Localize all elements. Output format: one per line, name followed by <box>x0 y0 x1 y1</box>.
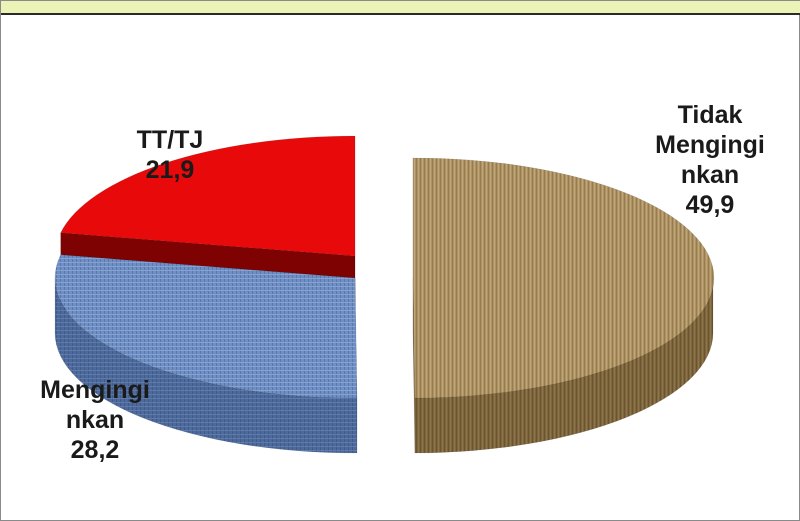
pie-slice-rim-1 <box>54 277 358 454</box>
data-label-value: 21,9 <box>145 156 195 184</box>
data-label-value: 49,9 <box>685 191 735 219</box>
data-label-text: TT/TJ <box>136 126 204 154</box>
data-label: Tidak Mengingi nkan 49,9 <box>640 100 780 220</box>
header-band <box>1 1 800 15</box>
data-label-text: nkan <box>65 406 125 434</box>
data-label-text: Tidak <box>677 101 743 129</box>
data-label: TT/TJ 21,9 <box>100 125 240 185</box>
data-label-value: 28,2 <box>70 436 120 464</box>
data-label-text: Mengingi <box>40 376 150 404</box>
data-label: Mengingi nkan 28,2 <box>20 375 170 465</box>
pie-slice-2 <box>60 135 356 257</box>
data-label-text: nkan <box>680 161 740 189</box>
data-label-text: Mengingi <box>655 131 765 159</box>
pie-slice-1 <box>54 254 358 399</box>
pie-slice-0 <box>412 157 715 399</box>
